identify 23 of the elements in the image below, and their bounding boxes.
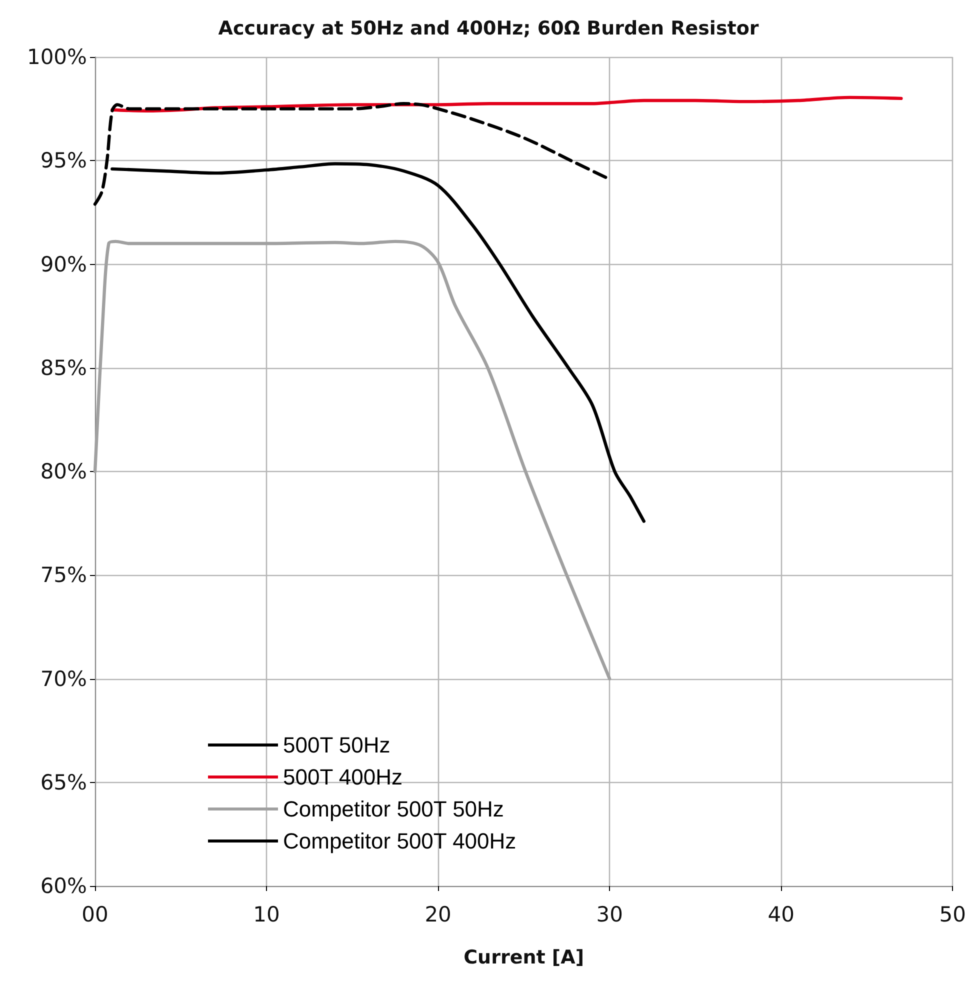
legend-label: Competitor 500T 400Hz [283, 828, 516, 854]
y-tick-label: 75% [40, 563, 87, 588]
legend-label: 500T 50Hz [283, 732, 390, 758]
y-tick-label: 85% [40, 356, 87, 380]
legend-label: Competitor 500T 50Hz [283, 796, 504, 822]
x-tick-label: 20 [424, 902, 452, 926]
y-tick-label: 95% [40, 148, 87, 173]
line-series [110, 162, 646, 523]
x-axis-title: Current [A] [464, 946, 584, 968]
line-series [93, 240, 612, 680]
y-tick-label: 70% [40, 666, 87, 691]
x-tick-label: 00 [82, 902, 108, 926]
x-tick-label: 50 [939, 902, 966, 926]
x-tick-label: 40 [768, 902, 794, 926]
x-tick-label: 30 [596, 902, 623, 926]
y-tick-label: 60% [40, 874, 87, 898]
y-tick-label: 80% [40, 460, 87, 484]
x-tick-label: 10 [253, 902, 280, 926]
legend-label: 500T 400Hz [283, 764, 402, 790]
y-tick-label: 90% [40, 252, 87, 276]
y-tick-label: 100% [26, 45, 87, 69]
y-tick-label: 65% [40, 770, 87, 794]
chart-title: Accuracy at 50Hz and 400Hz; 60Ω Burden Resistor [218, 18, 760, 40]
